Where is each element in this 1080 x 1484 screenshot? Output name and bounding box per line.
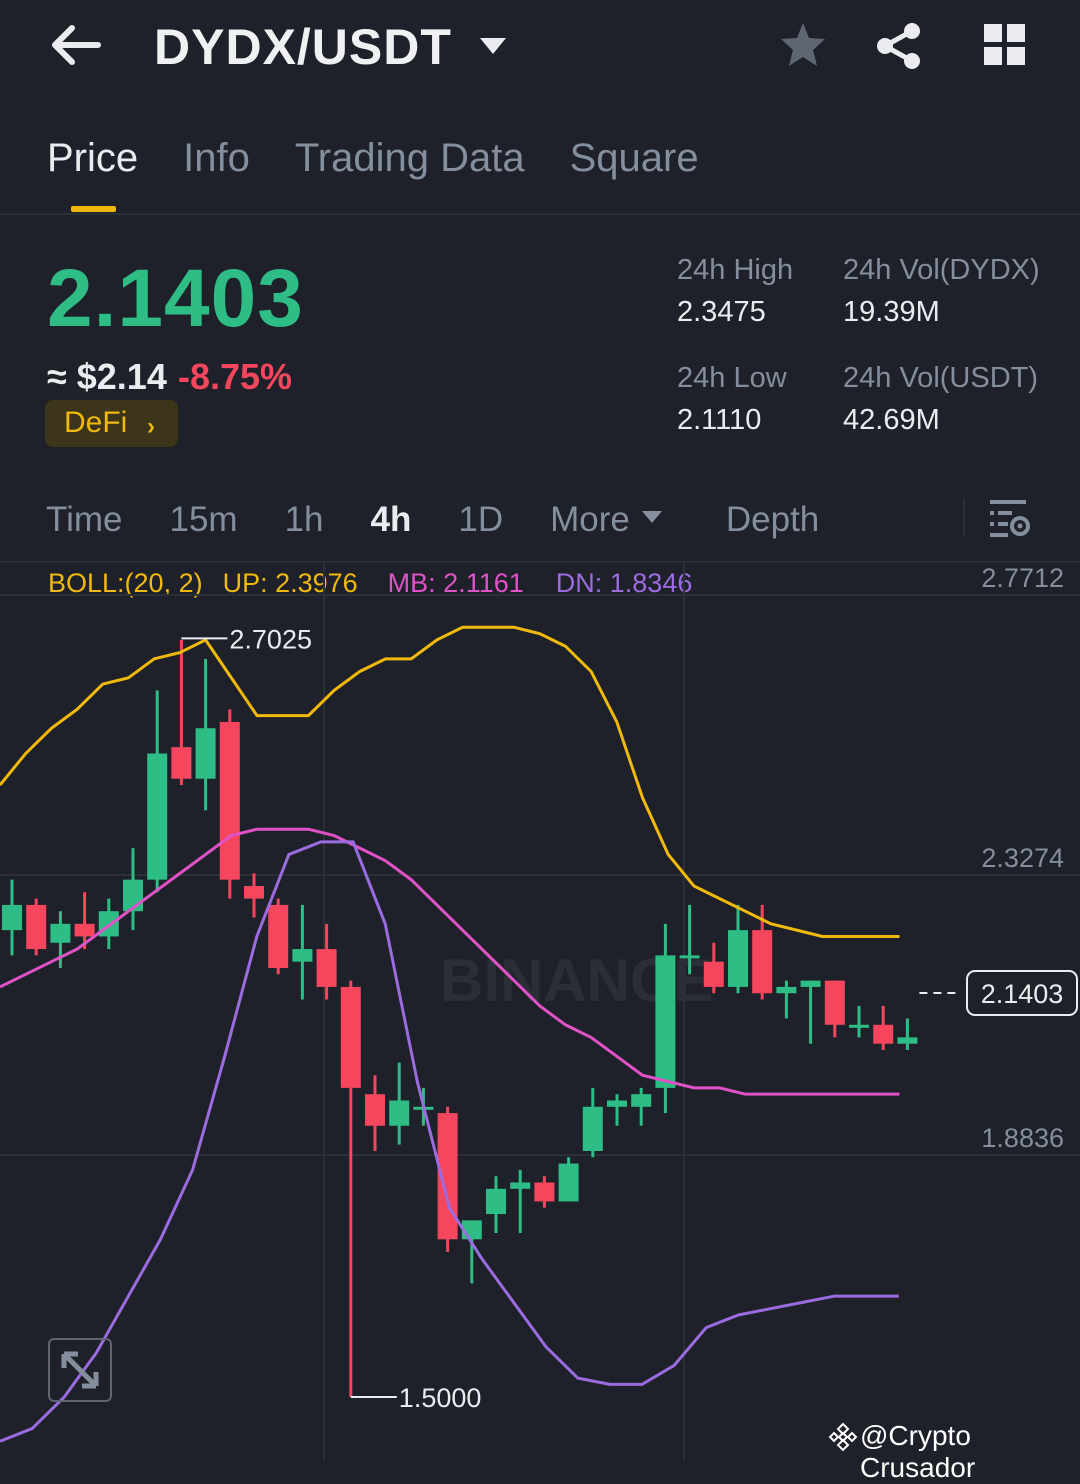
y-axis-label: 1.8836 [981,1123,1064,1153]
tab-info[interactable]: Info [183,136,250,180]
candle-body [728,930,748,987]
candle-body [268,904,289,968]
category-tag-label[interactable]: DeFi [64,406,128,439]
high-annotation: 2.7025 [229,624,312,654]
divider [0,213,1080,215]
interval-more[interactable]: More [550,500,630,539]
candle-body [849,1024,869,1028]
separator [963,498,965,536]
vol-base-label: 24h Vol(DYDX) [843,254,1040,286]
chevron-right-icon[interactable]: › [147,413,155,440]
candle-body [219,721,240,880]
candle-body [74,923,95,937]
candle-body [2,904,22,931]
active-tab-indicator [71,206,116,212]
main-tabs: Price Info Trading Data Square [47,136,744,181]
candle-body [195,728,216,779]
candle-body [316,949,337,987]
depth-tab[interactable]: Depth [725,500,820,539]
candle-body [437,1113,458,1240]
candle-body [510,1182,531,1189]
candle-body [800,980,821,987]
candle-body [752,930,773,994]
candle-body [873,1024,894,1044]
low-annotation: 1.5000 [399,1383,482,1413]
binance-logo-icon [828,1422,858,1452]
star-icon[interactable] [778,20,828,70]
low-value: 2.1110 [677,404,762,436]
watermark: @Crypto Crusador [860,1420,976,1483]
grid-menu-icon[interactable] [984,24,1026,66]
candle-body [534,1182,555,1202]
boll-params: BOLL:(20, 2) [48,568,203,598]
candle-body [631,1094,652,1107]
tab-price[interactable]: Price [47,136,139,180]
candle-body [389,1100,410,1126]
boll-lower-line [0,840,899,1443]
candle-body [244,885,264,899]
chevron-down-icon[interactable] [641,510,663,524]
category-tag[interactable] [45,400,178,447]
expand-icon [61,1351,99,1389]
vol-quote-value: 42.69M [843,404,940,436]
fullscreen-button[interactable] [48,1338,112,1402]
interval-time[interactable]: Time [46,500,123,539]
interval-1d[interactable]: 1D [458,500,504,539]
candlestick-chart[interactable]: BINANCE2.77122.32741.88362.70251.50002.1… [0,563,1080,1460]
candle-body [703,961,724,987]
candle-body [776,986,797,994]
low-label: 24h Low [677,362,787,394]
boll-mb: MB: 2.1161 [387,568,524,598]
candle-body [679,955,700,959]
boll-dn: DN: 1.8346 [555,568,693,598]
candle-body [558,1163,579,1202]
candle-body [486,1188,506,1215]
fiat-price: ≈ $2.14 [47,356,167,397]
tab-square[interactable]: Square [569,136,699,180]
candle-body [897,1037,918,1044]
boll-up: UP: 2.3976 [222,568,358,598]
vol-base-value: 19.39M [843,296,940,328]
divider [0,561,1080,563]
share-icon[interactable] [874,22,924,70]
y-axis-label: 2.7712 [981,563,1064,593]
candle-body [607,1100,627,1107]
current-price-label: 2.1403 [981,979,1064,1009]
change-percent: -8.75% [178,356,293,397]
candle-body [171,747,192,779]
current-price-box [966,970,1078,1017]
boll-legend[interactable]: BOLL:(20, 2) UP: 2.3976 MB: 2.1161 DN: 1… [48,568,712,599]
interval-15m[interactable]: 15m [169,500,238,539]
candle-body [365,1094,385,1126]
boll-upper-line [0,625,900,938]
interval-bar: Time 15m 1h 4h 1D More Depth [46,500,866,540]
interval-4h[interactable]: 4h [370,500,412,539]
back-arrow-icon[interactable] [48,22,104,68]
pair-title[interactable]: DYDX/USDT [154,19,452,75]
candle-body [50,923,71,943]
chevron-down-icon[interactable] [478,36,508,56]
boll-middle-line [0,827,900,1096]
candle-body [147,753,168,880]
candle-body [655,955,676,1088]
high-label: 24h High [677,254,794,286]
candle-body [292,949,313,962]
candle-body [824,980,845,1025]
interval-1h[interactable]: 1h [284,500,324,539]
y-axis-label: 2.3274 [981,843,1064,873]
candle-body [26,904,47,950]
chart-settings-icon[interactable] [986,496,1032,540]
high-value: 2.3475 [677,296,766,328]
vol-quote-label: 24h Vol(USDT) [843,362,1039,394]
candle-body [582,1106,603,1151]
tab-trading-data[interactable]: Trading Data [294,136,525,180]
last-price: 2.1403 [47,253,304,344]
candle-body [340,986,361,1088]
